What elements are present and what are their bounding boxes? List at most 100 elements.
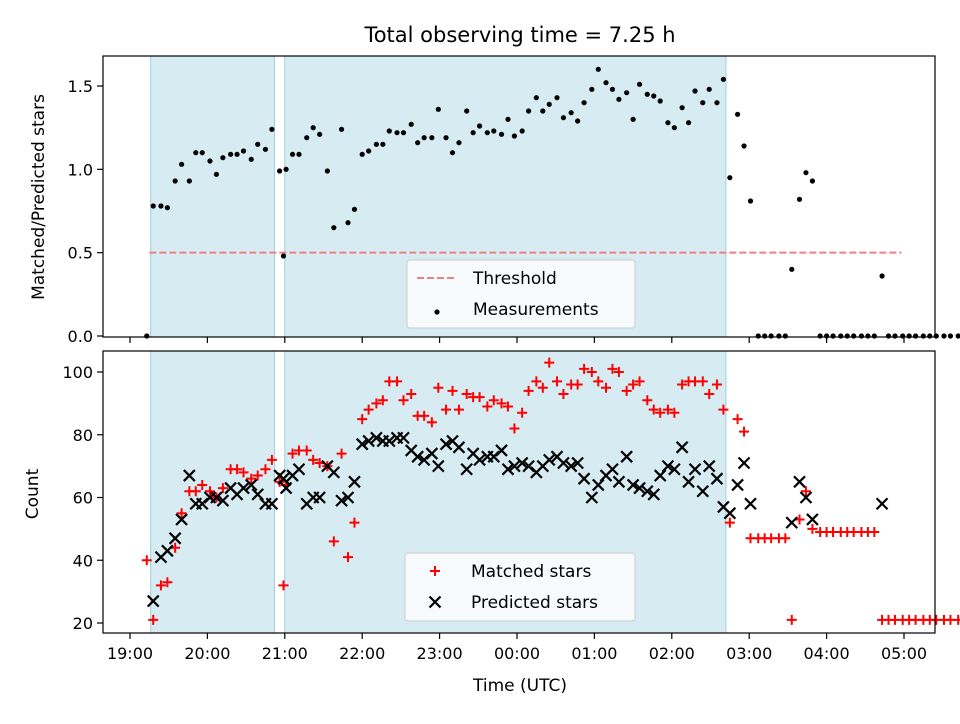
data-point xyxy=(601,382,612,393)
data-point xyxy=(199,150,205,156)
data-point xyxy=(551,376,562,387)
legend-label: Threshold xyxy=(472,269,557,289)
data-point xyxy=(248,156,254,162)
data-point xyxy=(523,385,534,396)
data-point xyxy=(560,115,567,121)
data-point xyxy=(488,395,499,406)
data-point xyxy=(220,155,226,161)
data-point xyxy=(210,491,223,504)
data-point xyxy=(398,395,409,406)
data-point xyxy=(449,150,456,156)
data-point xyxy=(435,106,441,112)
data-point xyxy=(603,80,609,86)
data-point xyxy=(335,494,348,507)
data-point xyxy=(558,388,569,399)
x-tick-label: 22:00 xyxy=(339,644,385,663)
data-point xyxy=(175,513,188,526)
data-point xyxy=(706,86,712,92)
data-point xyxy=(362,434,375,448)
data-point xyxy=(789,266,795,272)
data-point xyxy=(796,196,803,202)
data-point xyxy=(443,135,449,141)
data-point xyxy=(785,516,799,529)
data-point xyxy=(172,178,178,184)
data-point xyxy=(148,614,159,625)
data-point xyxy=(786,614,797,625)
x-tick-label: 04:00 xyxy=(804,644,850,663)
data-point xyxy=(190,486,201,497)
data-point xyxy=(397,431,410,445)
data-point xyxy=(473,453,486,467)
data-point xyxy=(675,441,689,454)
data-point xyxy=(509,423,520,434)
top-plot-marks xyxy=(144,66,960,339)
data-point xyxy=(168,532,182,545)
x-tick-label: 19:00 xyxy=(107,644,153,663)
data-point xyxy=(624,90,630,96)
data-point xyxy=(606,462,619,476)
series-0 xyxy=(141,357,960,625)
data-point xyxy=(609,86,616,92)
data-point xyxy=(155,580,166,591)
data-point xyxy=(655,407,666,418)
data-point xyxy=(383,434,396,448)
data-point xyxy=(700,100,706,106)
data-point xyxy=(780,533,791,544)
data-point xyxy=(502,401,513,412)
data-point xyxy=(941,333,947,339)
data-point xyxy=(308,454,319,465)
data-point xyxy=(452,441,466,454)
data-point xyxy=(345,220,351,226)
data-point xyxy=(411,450,424,463)
bottom-legend: Matched stars Predicted stars xyxy=(404,552,636,622)
data-point xyxy=(577,472,591,485)
data-point xyxy=(554,95,560,101)
data-point xyxy=(586,367,597,377)
data-point xyxy=(692,88,698,94)
data-point xyxy=(260,464,271,475)
data-point xyxy=(661,459,675,473)
data-point xyxy=(406,388,417,399)
data-point xyxy=(517,407,528,418)
data-point xyxy=(688,462,702,476)
data-point xyxy=(373,141,379,147)
data-point xyxy=(531,376,542,387)
data-point xyxy=(782,333,788,339)
data-point xyxy=(830,333,836,339)
data-point xyxy=(519,128,525,134)
data-point xyxy=(370,431,383,445)
data-point xyxy=(419,410,430,421)
data-point xyxy=(292,462,306,476)
legend-entry: Threshold xyxy=(417,269,557,289)
data-point xyxy=(162,577,173,588)
data-point xyxy=(441,404,452,415)
data-point xyxy=(244,478,258,492)
data-point xyxy=(636,81,643,87)
data-point xyxy=(317,131,323,137)
legend-label: Matched stars xyxy=(471,562,591,582)
data-point xyxy=(595,66,601,72)
data-point xyxy=(585,491,599,504)
data-point xyxy=(392,376,403,387)
data-point xyxy=(711,379,722,390)
data-point xyxy=(714,100,720,106)
data-point xyxy=(366,148,372,154)
data-point xyxy=(515,456,529,470)
data-point xyxy=(906,333,912,339)
data-point xyxy=(723,506,737,520)
data-point xyxy=(232,464,243,475)
data-point xyxy=(571,456,584,470)
data-point xyxy=(338,126,345,132)
data-point xyxy=(164,205,171,211)
data-point xyxy=(207,158,213,164)
data-point xyxy=(186,178,192,184)
data-point xyxy=(150,203,156,209)
data-point xyxy=(526,108,532,114)
data-point xyxy=(575,118,581,124)
data-point xyxy=(747,198,754,204)
data-point xyxy=(495,444,508,457)
data-point xyxy=(408,121,414,127)
data-point xyxy=(920,333,926,339)
data-point xyxy=(865,333,871,339)
data-point xyxy=(246,473,257,484)
